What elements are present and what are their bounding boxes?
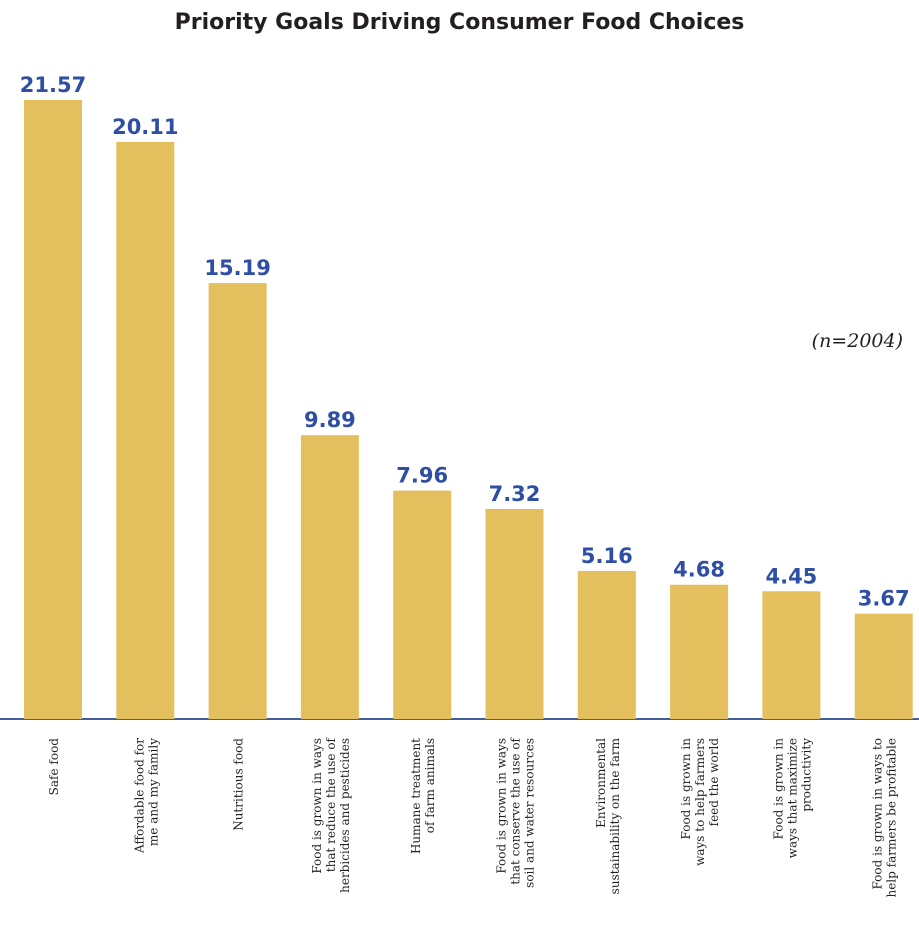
category-label-line: Food is grown in ways xyxy=(495,738,509,874)
category-label-line: Food is grown in xyxy=(771,738,785,840)
bar xyxy=(577,570,636,719)
category-label-line: Affordable food for xyxy=(132,738,146,854)
category-label: Safe food xyxy=(47,738,61,796)
category-label: Affordable food for me and my family xyxy=(132,738,160,854)
category-label: Food is grown in ways that conserve the u… xyxy=(495,736,537,887)
category-label-line: Environmental xyxy=(594,738,608,828)
category-label-line: that reduce the use of xyxy=(324,736,338,872)
category-label-line: Safe food xyxy=(47,738,61,796)
category-label-line: feed the world xyxy=(707,738,721,827)
sample-size-note: (n=2004) xyxy=(811,330,903,352)
category-label: Nutritious food xyxy=(232,738,246,831)
bar-value-label: 4.68 xyxy=(673,558,725,582)
bar-value-label: 3.67 xyxy=(858,587,910,611)
bar xyxy=(485,508,544,719)
category-label: Humane treatment of farm animals xyxy=(409,738,437,854)
bar-value-label: 7.96 xyxy=(396,464,448,488)
category-label-line: Food is grown in ways to xyxy=(871,738,885,890)
bar xyxy=(670,584,729,719)
category-label-line: Food is grown in ways xyxy=(310,738,324,874)
category-label-line: that conserve the use of xyxy=(509,736,523,884)
category-label: Food is grown in ways that maximize produc… xyxy=(771,738,813,859)
category-label-line: ways that maximize xyxy=(785,738,799,858)
category-label-line: of farm animals xyxy=(423,738,437,833)
bar xyxy=(24,100,82,719)
category-label-line: Humane treatment xyxy=(409,738,423,854)
category-label-line: ways to help farmers xyxy=(693,738,707,866)
bar xyxy=(300,435,359,719)
category-label-line: help farmers be profitable xyxy=(885,738,899,898)
bar-value-label: 21.57 xyxy=(20,73,86,97)
chart-title: Priority Goals Driving Consumer Food Cho… xyxy=(174,10,745,35)
bar xyxy=(116,141,175,719)
category-label-line: Food is grown in xyxy=(679,738,693,840)
category-label: Food is grown in ways to help farmers feed… xyxy=(679,738,721,866)
bar-value-label: 4.45 xyxy=(765,564,817,588)
category-label-line: sustainability on the farm xyxy=(608,737,622,894)
category-label-line: Nutritious food xyxy=(232,738,246,831)
category-label-line: herbicides and pesticides xyxy=(338,738,352,893)
category-label-line: productivity xyxy=(799,738,813,812)
category-label: Food is grown in ways that reduce the use… xyxy=(310,736,352,892)
bar-value-label: 5.16 xyxy=(581,544,633,568)
bar-value-label: 20.11 xyxy=(112,115,178,139)
bar-value-label: 15.19 xyxy=(204,256,270,280)
bar xyxy=(393,490,452,719)
category-label-line: soil and water resources xyxy=(523,738,537,888)
bar-value-label: 9.89 xyxy=(304,408,356,432)
bar-value-label: 7.32 xyxy=(489,482,541,506)
category-label: Food is grown in ways to help farmers be … xyxy=(871,738,899,898)
bar xyxy=(762,591,821,719)
category-label: Environmental sustainability on the farm xyxy=(594,737,622,894)
bar xyxy=(854,613,913,719)
category-label-line: me and my family xyxy=(146,738,160,846)
bar xyxy=(208,283,267,719)
